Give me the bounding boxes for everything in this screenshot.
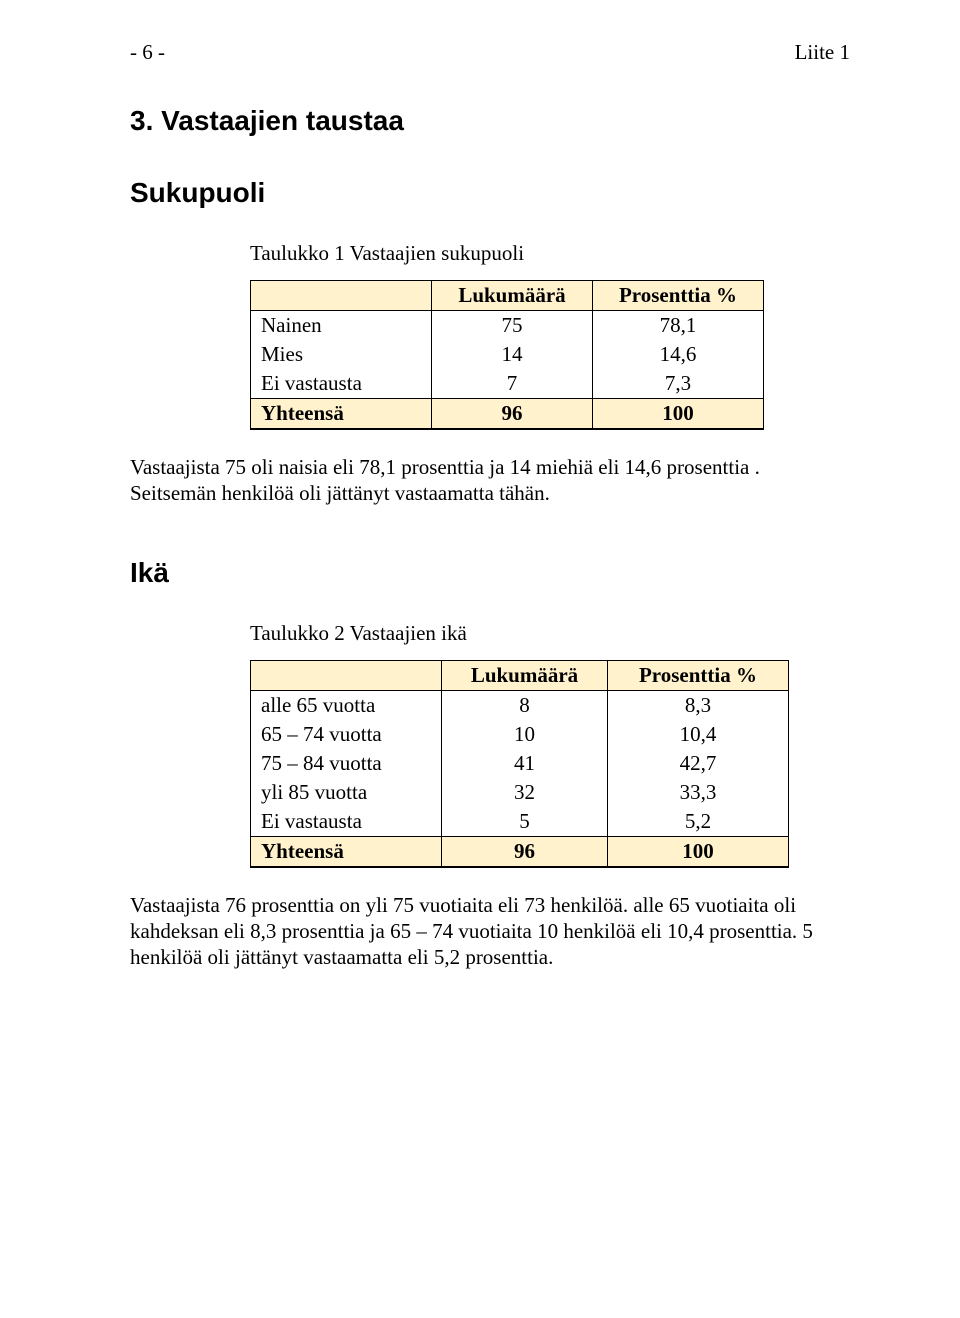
section-title: 3. Vastaajien taustaa (130, 105, 850, 137)
table-row-count: 10 (442, 720, 608, 749)
age-col-empty (251, 660, 442, 690)
table-row-label: Nainen (251, 311, 432, 341)
table-row-pct: 10,4 (608, 720, 789, 749)
gender-table-caption: Taulukko 1 Vastaajien sukupuoli (250, 241, 850, 266)
age-col-count: Lukumäärä (442, 660, 608, 690)
table-row-label: yli 85 vuotta (251, 778, 442, 807)
table-row-count: 41 (442, 749, 608, 778)
table-row-label: 75 – 84 vuotta (251, 749, 442, 778)
gender-col-pct: Prosenttia % (593, 281, 764, 311)
table-row-count: 32 (442, 778, 608, 807)
table-row-label: 65 – 74 vuotta (251, 720, 442, 749)
age-table-caption: Taulukko 2 Vastaajien ikä (250, 621, 850, 646)
gender-total-count: 96 (432, 399, 593, 430)
table-row-count: 7 (432, 369, 593, 399)
gender-total-pct: 100 (593, 399, 764, 430)
age-heading: Ikä (130, 557, 850, 589)
age-total-label: Yhteensä (251, 836, 442, 867)
table-row-pct: 42,7 (608, 749, 789, 778)
table-row-label: alle 65 vuotta (251, 690, 442, 720)
table-row-count: 75 (432, 311, 593, 341)
page-number: - 6 - (130, 40, 165, 65)
table-row-pct: 33,3 (608, 778, 789, 807)
appendix-label: Liite 1 (795, 40, 850, 65)
page-header: - 6 - Liite 1 (130, 40, 850, 65)
table-row-label: Ei vastausta (251, 369, 432, 399)
table-row-pct: 14,6 (593, 340, 764, 369)
age-total-pct: 100 (608, 836, 789, 867)
table-row-count: 8 (442, 690, 608, 720)
gender-paragraph: Vastaajista 75 oli naisia eli 78,1 prose… (130, 454, 850, 507)
age-col-pct: Prosenttia % (608, 660, 789, 690)
gender-table: Lukumäärä Prosenttia % Nainen 75 78,1 Mi… (250, 280, 764, 430)
table-row-label: Mies (251, 340, 432, 369)
table-row-pct: 5,2 (608, 807, 789, 837)
table-row-pct: 7,3 (593, 369, 764, 399)
page: - 6 - Liite 1 3. Vastaajien taustaa Suku… (0, 0, 960, 1030)
table-row-count: 5 (442, 807, 608, 837)
table-row-count: 14 (432, 340, 593, 369)
age-paragraph: Vastaajista 76 prosenttia on yli 75 vuot… (130, 892, 850, 971)
gender-total-label: Yhteensä (251, 399, 432, 430)
age-total-count: 96 (442, 836, 608, 867)
table-row-label: Ei vastausta (251, 807, 442, 837)
table-row-pct: 8,3 (608, 690, 789, 720)
gender-col-count: Lukumäärä (432, 281, 593, 311)
gender-heading: Sukupuoli (130, 177, 850, 209)
age-table: Lukumäärä Prosenttia % alle 65 vuotta 8 … (250, 660, 789, 868)
table-row-pct: 78,1 (593, 311, 764, 341)
gender-col-empty (251, 281, 432, 311)
